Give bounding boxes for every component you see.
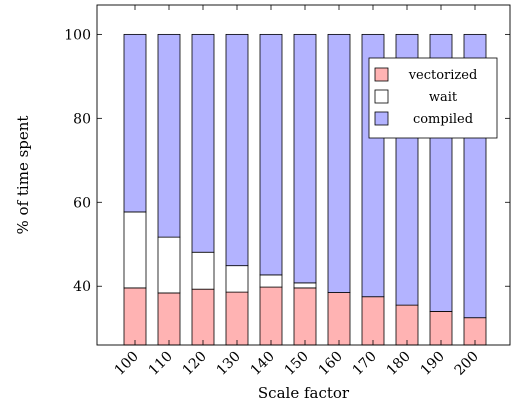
legend-swatch-wait — [374, 89, 389, 104]
x-tick-label: 190 — [418, 349, 448, 379]
bar-compiled-110 — [157, 33, 181, 238]
bar-vectorized-160 — [327, 292, 351, 346]
bar-wait-120 — [191, 251, 215, 290]
legend-label-compiled: compiled — [413, 112, 473, 127]
legend-box — [368, 57, 498, 139]
bar-compiled-100 — [123, 33, 147, 213]
x-tick-label: 200 — [452, 349, 482, 379]
bar-vectorized-190 — [429, 311, 453, 346]
y-tick-label: 100 — [64, 27, 91, 43]
bar-vectorized-100 — [123, 287, 147, 346]
bar-compiled-150 — [293, 33, 317, 284]
bar-vectorized-110 — [157, 292, 181, 346]
legend: vectorized wait compiled — [368, 57, 498, 139]
bar-vectorized-120 — [191, 288, 215, 346]
bar-wait-140 — [259, 274, 283, 288]
legend-label-vectorized: vectorized — [408, 68, 478, 83]
x-tick-label: 150 — [282, 349, 312, 379]
legend-swatch-vectorized — [374, 67, 389, 82]
bar-compiled-130 — [225, 33, 249, 267]
bar-vectorized-180 — [395, 304, 419, 346]
x-tick-label: 170 — [350, 349, 380, 379]
y-tick-label: 40 — [73, 279, 91, 295]
bar-wait-130 — [225, 265, 249, 293]
x-tick-label: 180 — [384, 349, 414, 379]
x-tick-label: 160 — [316, 349, 346, 379]
y-tick-label: 80 — [73, 111, 91, 127]
x-tick-label: 140 — [248, 349, 278, 379]
x-tick-label: 130 — [214, 349, 244, 379]
bar-wait-150 — [293, 282, 317, 289]
x-tick-label: 120 — [180, 349, 210, 379]
x-tick-label: 100 — [112, 349, 142, 379]
y-axis-label: % of time spent — [14, 116, 32, 235]
x-axis-label: Scale factor — [258, 384, 350, 402]
y-tick-label: 60 — [73, 195, 91, 211]
bar-compiled-120 — [191, 33, 215, 253]
bar-wait-110 — [157, 236, 181, 294]
bar-vectorized-130 — [225, 291, 249, 346]
bar-vectorized-150 — [293, 287, 317, 346]
legend-label-wait: wait — [429, 90, 458, 105]
y-axis-ticks: 40 60 80 100 — [64, 27, 510, 295]
bar-compiled-140 — [259, 33, 283, 276]
plot-frame — [96, 4, 511, 346]
legend-swatch-compiled — [374, 111, 389, 126]
bar-vectorized-140 — [259, 286, 283, 346]
bar-compiled-160 — [327, 33, 351, 293]
x-tick-label: 110 — [146, 349, 176, 379]
bar-wait-100 — [123, 211, 147, 289]
bar-vectorized-170 — [361, 296, 385, 346]
